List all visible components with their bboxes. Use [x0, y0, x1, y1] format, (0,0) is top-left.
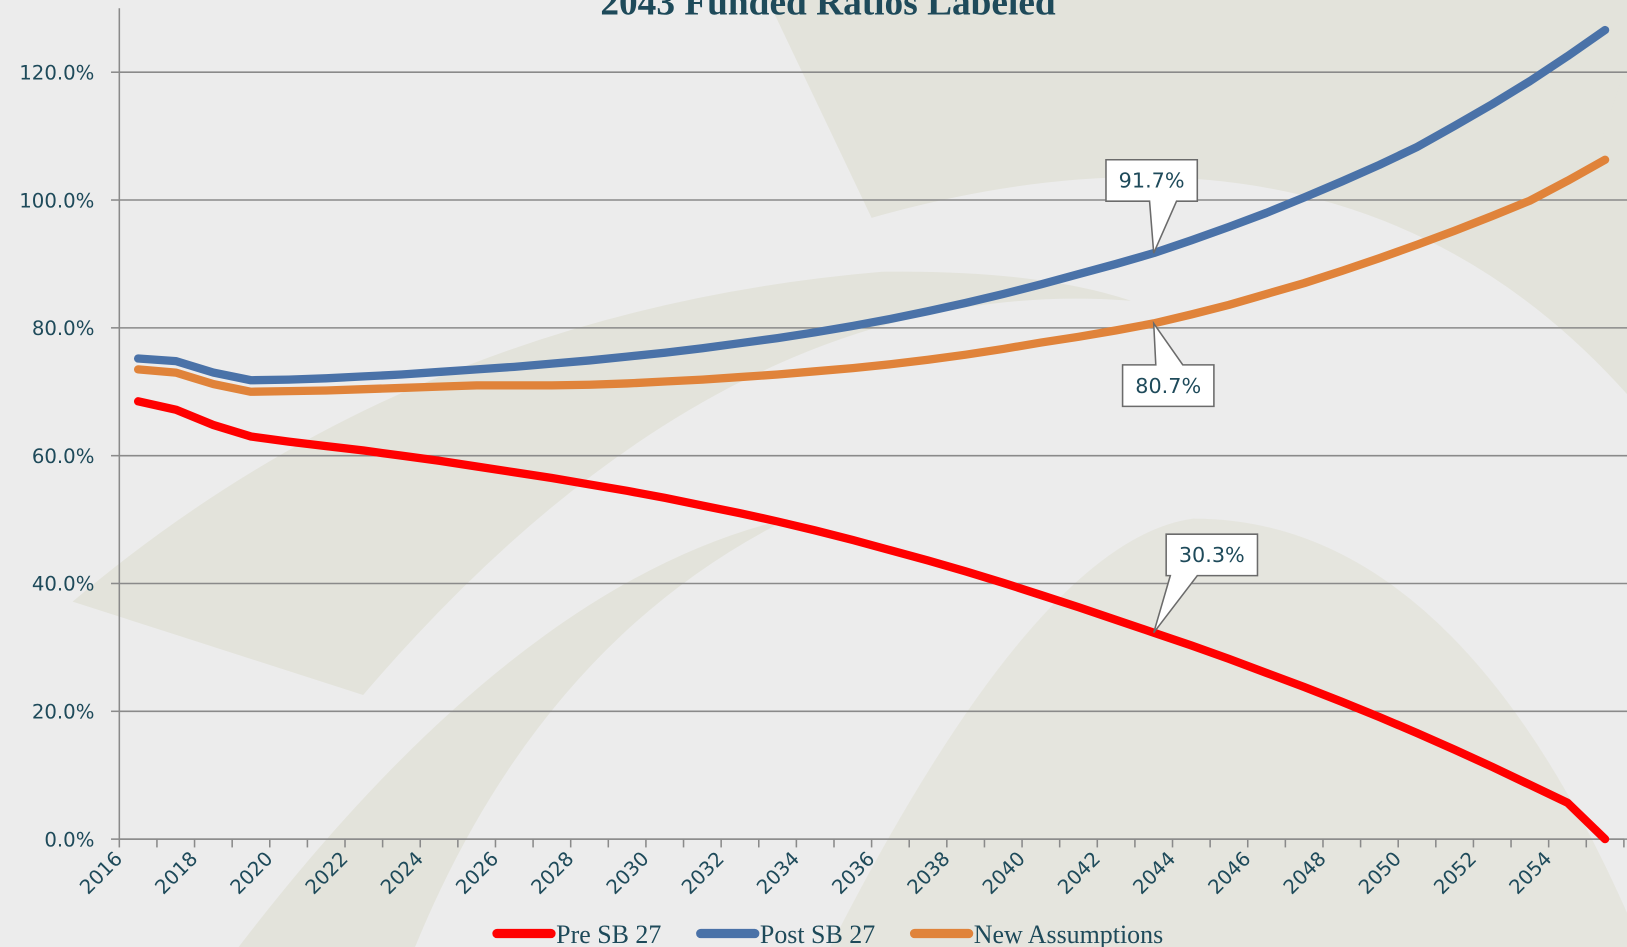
callout-label: 80.7% — [1135, 374, 1201, 398]
callout-label: 30.3% — [1179, 543, 1245, 567]
y-tick-label: 0.0% — [44, 828, 94, 851]
chart-title: 2043 Funded Ratios Labeled — [600, 0, 1056, 24]
legend-label: Pre SB 27 — [556, 920, 661, 947]
chart: 2043 Funded Ratios Labeled 0.0% 20.0% 40.0… — [0, 0, 1627, 947]
callout-label: 91.7% — [1119, 169, 1185, 193]
y-tick-label: 20.0% — [32, 701, 95, 724]
y-tick-label: 100.0% — [19, 189, 94, 212]
page: {"chart_data": { "type": "line", "title"… — [0, 0, 1627, 947]
y-tick-label: 80.0% — [32, 317, 95, 340]
legend-label: Post SB 27 — [760, 920, 875, 947]
y-tick-label: 120.0% — [19, 61, 94, 84]
y-tick-label: 60.0% — [32, 445, 95, 468]
y-tick-label: 40.0% — [32, 573, 95, 596]
legend: Pre SB 27 Post SB 27 New Assumptions — [497, 920, 1163, 947]
legend-label: New Assumptions — [974, 920, 1163, 947]
